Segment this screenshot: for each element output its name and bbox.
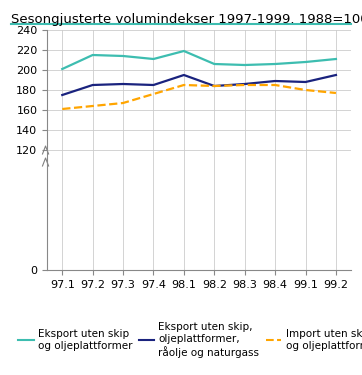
Legend: Eksport uten skip
og oljeplattformer, Eksport uten skip,
oljeplattformer,
råolje: Eksport uten skip og oljeplattformer, Ek… xyxy=(14,318,362,362)
Text: Sesongjusterte volumindekser 1997-1999. 1988=100: Sesongjusterte volumindekser 1997-1999. … xyxy=(11,13,362,26)
